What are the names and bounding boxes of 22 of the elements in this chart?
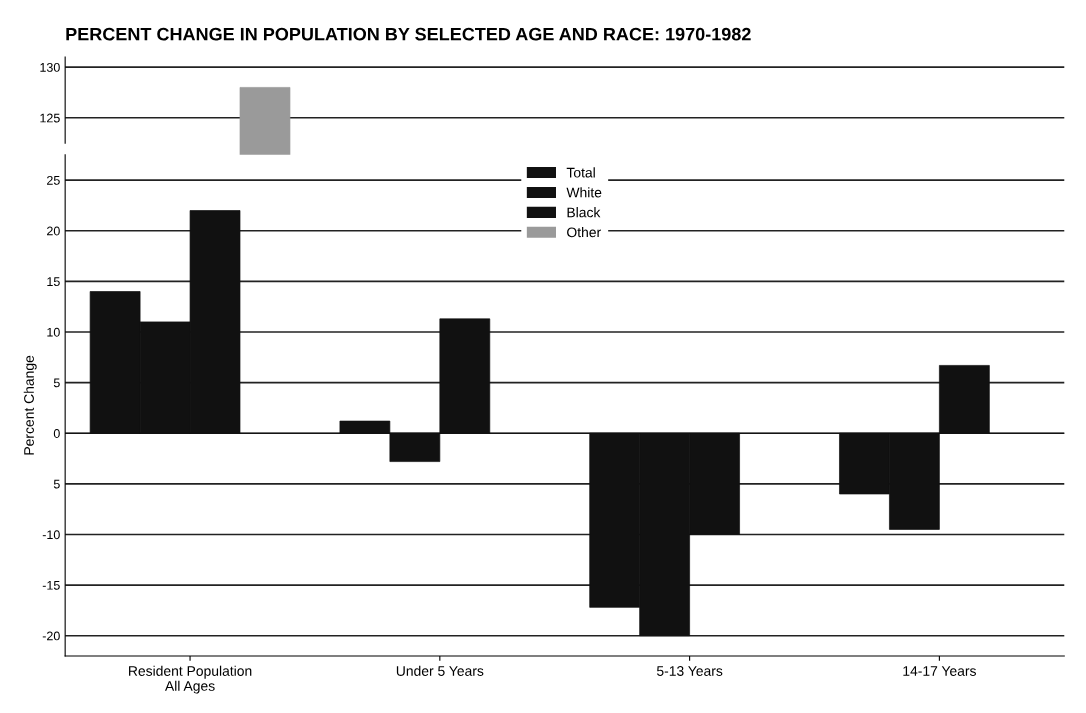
chart-title: PERCENT CHANGE IN POPULATION BY SELECTED AGE AND RACE: 1970-1982 <box>66 27 751 41</box>
y-tick-label: 125 <box>40 113 60 123</box>
legend-label: Total <box>566 167 595 178</box>
y-tick-label: 130 <box>40 62 60 72</box>
legend-label: Black <box>567 207 601 218</box>
y-tick-label: 5 <box>53 479 60 489</box>
x-tick-label: Resident Population All Ages <box>129 665 252 694</box>
x-tick-label: 14-17 Years <box>903 666 976 676</box>
x-tick-label: 5-13 Years <box>656 666 723 676</box>
y-tick-label: 5 <box>53 378 60 388</box>
y-axis-title: Percent Change <box>23 355 37 455</box>
y-tick-label: -15 <box>42 581 60 590</box>
legend-label: Other <box>567 227 601 238</box>
y-tick-label: 25 <box>47 175 60 185</box>
y-tick-label: 0 <box>53 429 60 438</box>
y-tick-label: 15 <box>47 277 60 287</box>
y-tick-label: 10 <box>47 327 60 337</box>
y-tick-label: -10 <box>42 530 60 540</box>
x-tick-label: Under 5 Years <box>396 665 484 676</box>
legend-label: White <box>566 187 602 198</box>
y-tick-label: -20 <box>42 631 60 641</box>
y-tick-label: 20 <box>47 226 60 236</box>
